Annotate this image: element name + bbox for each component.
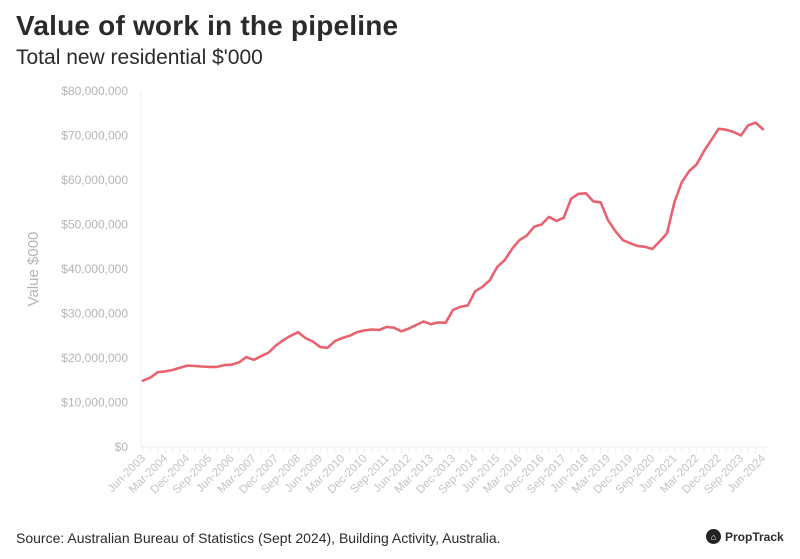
- y-tick-label: $40,000,000: [61, 262, 128, 276]
- line-chart: $0 $10,000,000 $20,000,000 $30,000,000 $40,0…: [25, 84, 769, 496]
- y-tick-label: $80,000,000: [61, 84, 128, 98]
- y-tick-label: $0: [115, 440, 129, 454]
- y-axis-label: Value $000: [25, 232, 42, 307]
- series-line: [141, 121, 765, 382]
- logo-text: PropTrack: [725, 529, 784, 544]
- proptrack-logo: ⌂ PropTrack: [706, 529, 784, 544]
- chart-title: Value of work in the pipeline: [16, 10, 399, 41]
- y-tick-label: $70,000,000: [61, 129, 128, 143]
- y-tick-label: $10,000,000: [61, 396, 128, 410]
- house-icon: ⌂: [706, 529, 721, 544]
- source-note: Source: Australian Bureau of Statistics …: [16, 530, 501, 546]
- y-tick-label: $50,000,000: [61, 218, 128, 232]
- y-tick-label: $30,000,000: [61, 307, 128, 321]
- chart-subtitle: Total new residential $'000: [16, 46, 263, 69]
- y-tick-label: $60,000,000: [61, 173, 128, 187]
- y-tick-label: $20,000,000: [61, 351, 128, 365]
